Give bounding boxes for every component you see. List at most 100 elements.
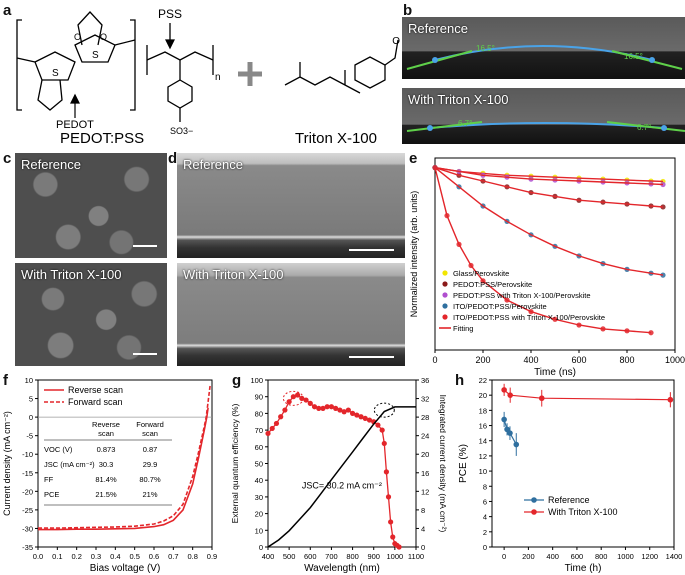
y-right-axis-label: Integrated current density (mA cm⁻²) bbox=[438, 395, 448, 533]
legend-marker bbox=[442, 314, 448, 320]
x-tick-label: 0.6 bbox=[149, 552, 159, 561]
legend-label: Reference bbox=[548, 495, 590, 505]
table-param: JSC (mA cm⁻²) bbox=[44, 460, 95, 469]
angle-ref-left: 16.5° bbox=[476, 44, 495, 53]
scale-bar bbox=[133, 353, 157, 355]
eqe-point bbox=[295, 392, 301, 398]
plot-frame bbox=[37, 379, 213, 548]
eqe-point bbox=[337, 407, 343, 413]
y-axis-label: Current density (mA cm⁻²) bbox=[2, 411, 12, 516]
plot-frame bbox=[434, 157, 676, 351]
sulfonate-label: SO3− bbox=[170, 126, 193, 136]
y-axis-label: External quantum efficiency (%) bbox=[230, 403, 240, 523]
x-tick-label: 900 bbox=[367, 552, 380, 561]
y-right-tick-label: 8 bbox=[421, 506, 425, 515]
y-tick-label: 40 bbox=[255, 476, 263, 485]
y-tick-label: -35 bbox=[22, 543, 33, 552]
y-tick-label: -20 bbox=[22, 487, 33, 496]
x-tick-label: 700 bbox=[325, 552, 338, 561]
y-tick-label: 0 bbox=[483, 543, 487, 552]
eqe-point bbox=[358, 414, 364, 420]
integrated-jsc-line bbox=[267, 406, 416, 548]
eqe-point bbox=[286, 399, 292, 405]
eqe-point bbox=[265, 430, 271, 437]
legend-label: Glass/Perovskite bbox=[453, 269, 509, 278]
data-point bbox=[513, 441, 520, 448]
table-header-reverse: scan bbox=[98, 429, 114, 438]
legend-label: Forward scan bbox=[68, 397, 123, 407]
table-header-forward: scan bbox=[142, 429, 158, 438]
x-tick-label: 600 bbox=[571, 552, 584, 561]
sem-topview-reference: Reference bbox=[15, 153, 167, 258]
eqe-point bbox=[290, 394, 296, 400]
table-reverse-value: 21.5% bbox=[95, 490, 117, 499]
x-tick-label: 0.1 bbox=[52, 552, 62, 561]
y-axis-label: Normalized intensity (arb. units) bbox=[409, 191, 419, 318]
table-header-forward: Forward bbox=[136, 420, 164, 429]
contact-angle-photo-triton: With Triton X-100 6.7° 6.7° bbox=[402, 88, 685, 144]
y-right-tick-label: 28 bbox=[421, 413, 429, 422]
y-tick-label: 22 bbox=[479, 376, 487, 385]
y-tick-label: 18 bbox=[479, 406, 487, 415]
triton-title: Triton X-100 bbox=[295, 130, 377, 145]
data-point bbox=[538, 395, 545, 402]
scale-bar bbox=[349, 249, 394, 251]
legend-marker bbox=[442, 281, 448, 287]
series-line bbox=[38, 407, 209, 531]
eqe-point bbox=[303, 397, 309, 403]
y-tick-label: 70 bbox=[255, 426, 263, 435]
table-param: VOC (V) bbox=[44, 445, 73, 454]
triton-label-c: With Triton X-100 bbox=[21, 267, 122, 282]
y-right-tick-label: 24 bbox=[421, 432, 429, 441]
eqe-point bbox=[396, 544, 402, 550]
eqe-point bbox=[366, 417, 373, 423]
eqe-point bbox=[375, 422, 381, 428]
legend-marker bbox=[442, 303, 448, 309]
legend-label-fitting: Fitting bbox=[453, 324, 473, 333]
data-point bbox=[507, 392, 513, 398]
scale-bar bbox=[349, 356, 394, 358]
table-param: FF bbox=[44, 475, 54, 484]
y-right-tick-label: 16 bbox=[421, 469, 429, 478]
legend-label: PEDOT:PSS/Perovskite bbox=[453, 280, 532, 289]
eqe-point bbox=[328, 404, 335, 410]
eqe-point bbox=[320, 405, 326, 411]
x-tick-label: 0.3 bbox=[91, 552, 101, 561]
panel-label-d: d bbox=[168, 150, 178, 167]
x-tick-label: 0.4 bbox=[110, 552, 120, 561]
eqe-point bbox=[282, 407, 288, 413]
sem-topview-triton: With Triton X-100 bbox=[15, 263, 167, 366]
y-right-tick-label: 12 bbox=[421, 487, 429, 496]
y-right-tick-label: 32 bbox=[421, 395, 429, 404]
eqe-point bbox=[385, 494, 392, 500]
y-tick-label: -15 bbox=[22, 469, 33, 478]
reference-label-d: Reference bbox=[183, 157, 243, 172]
y-tick-label: -30 bbox=[22, 524, 33, 533]
eqe-point bbox=[278, 414, 284, 420]
eqe-point bbox=[379, 427, 385, 433]
eqe-point bbox=[362, 415, 368, 422]
data-point bbox=[667, 396, 674, 403]
jsc-axis-marker bbox=[373, 402, 395, 418]
y-tick-label: -25 bbox=[22, 506, 33, 515]
x-axis-label: Time (ns) bbox=[534, 367, 576, 378]
legend-label: With Triton X-100 bbox=[548, 507, 618, 517]
x-axis-label: Time (h) bbox=[565, 563, 602, 574]
y-tick-label: 12 bbox=[479, 452, 487, 461]
eqe-point bbox=[390, 534, 396, 540]
oxygen-label-2: O bbox=[100, 32, 107, 42]
sulfur-label-bottom: S bbox=[52, 68, 59, 79]
x-tick-label: 400 bbox=[546, 552, 559, 561]
legend-label: PEDOT:PSS with Triton X-100/Perovskite bbox=[453, 291, 591, 300]
eqe-point bbox=[341, 409, 347, 415]
panel-label-a: a bbox=[3, 2, 12, 19]
jv-curve-chart: 0.0 0.1 0.2 0.3 0.4 0.5 0.6 0.7 0.8 0.9 10 5 0 -5 -10 -… bbox=[2, 376, 217, 574]
eqe-point bbox=[349, 410, 356, 416]
x-tick-label: 1000 bbox=[665, 355, 685, 365]
x-tick-label: 0.2 bbox=[71, 552, 81, 561]
eqe-chart: 400 500 600 700 800 900 1000 110001020304050607… bbox=[230, 376, 448, 574]
table-forward-value: 80.7% bbox=[139, 475, 161, 484]
y-tick-label: 80 bbox=[255, 409, 263, 418]
x-tick-label: 0.9 bbox=[207, 552, 217, 561]
x-tick-label: 200 bbox=[475, 355, 490, 365]
